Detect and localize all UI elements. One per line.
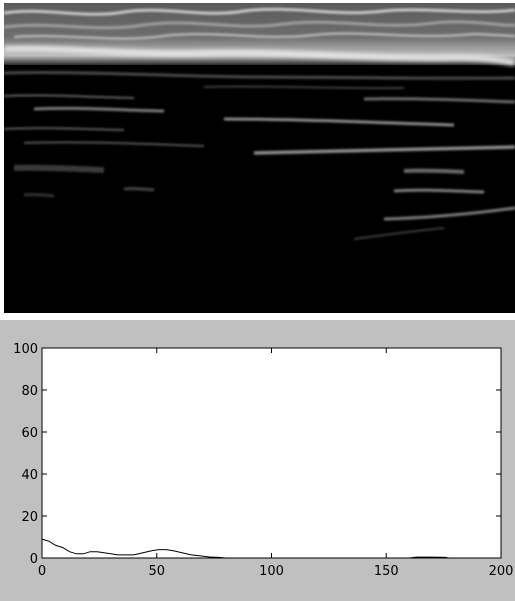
- plot-figure: 0 50 100 150 200 0 20 40 60 80 100: [0, 320, 515, 601]
- bright-band: [4, 45, 515, 66]
- ultrasound-image: [4, 3, 515, 313]
- y-tick-label: 80: [21, 384, 38, 399]
- x-tick-label: 50: [148, 564, 165, 579]
- skin-texture: [4, 7, 515, 40]
- x-tick-label: 200: [489, 564, 514, 579]
- x-tick-label: 100: [259, 564, 284, 579]
- series-line-0: [41, 538, 501, 559]
- line-chart: 0 50 100 150 200 0 20 40 60 80 100: [13, 342, 513, 579]
- x-tick-label: 150: [374, 564, 399, 579]
- series-layer: [41, 538, 501, 559]
- y-tick-label: 40: [21, 468, 38, 483]
- tick-labels: 0 50 100 150 200 0 20 40 60 80 100: [13, 342, 513, 579]
- axes-area: [41, 347, 502, 559]
- y-tick-label: 60: [21, 426, 38, 441]
- y-tick-label: 0: [30, 552, 38, 567]
- echo-lines: [4, 71, 515, 240]
- x-tick-label: 0: [38, 564, 46, 579]
- y-tick-label: 100: [13, 342, 38, 357]
- y-tick-label: 20: [21, 510, 38, 525]
- ultrasound-scan: [4, 3, 515, 313]
